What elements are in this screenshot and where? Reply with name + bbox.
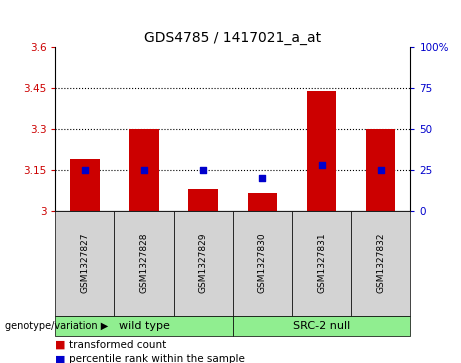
Point bbox=[200, 167, 207, 172]
Text: GSM1327831: GSM1327831 bbox=[317, 233, 326, 294]
Bar bbox=[70, 159, 100, 211]
Title: GDS4785 / 1417021_a_at: GDS4785 / 1417021_a_at bbox=[144, 31, 321, 45]
Text: GSM1327830: GSM1327830 bbox=[258, 233, 267, 294]
Bar bbox=[248, 193, 277, 211]
Point bbox=[140, 167, 148, 172]
Text: transformed count: transformed count bbox=[69, 340, 166, 350]
Text: genotype/variation ▶: genotype/variation ▶ bbox=[5, 321, 108, 331]
Bar bbox=[129, 129, 159, 211]
Bar bbox=[189, 189, 218, 211]
Text: GSM1327832: GSM1327832 bbox=[376, 233, 385, 293]
Bar bbox=[307, 91, 337, 211]
Text: SRC-2 null: SRC-2 null bbox=[293, 321, 350, 331]
Text: GSM1327828: GSM1327828 bbox=[140, 233, 148, 293]
Text: wild type: wild type bbox=[118, 321, 170, 331]
Point bbox=[259, 175, 266, 181]
Text: GSM1327829: GSM1327829 bbox=[199, 233, 208, 293]
Point bbox=[318, 162, 325, 168]
Text: ■: ■ bbox=[55, 354, 66, 363]
Text: ■: ■ bbox=[55, 340, 66, 350]
Bar bbox=[366, 129, 396, 211]
Text: percentile rank within the sample: percentile rank within the sample bbox=[69, 354, 245, 363]
Point bbox=[81, 167, 89, 172]
Text: GSM1327827: GSM1327827 bbox=[80, 233, 89, 293]
Point bbox=[377, 167, 384, 172]
